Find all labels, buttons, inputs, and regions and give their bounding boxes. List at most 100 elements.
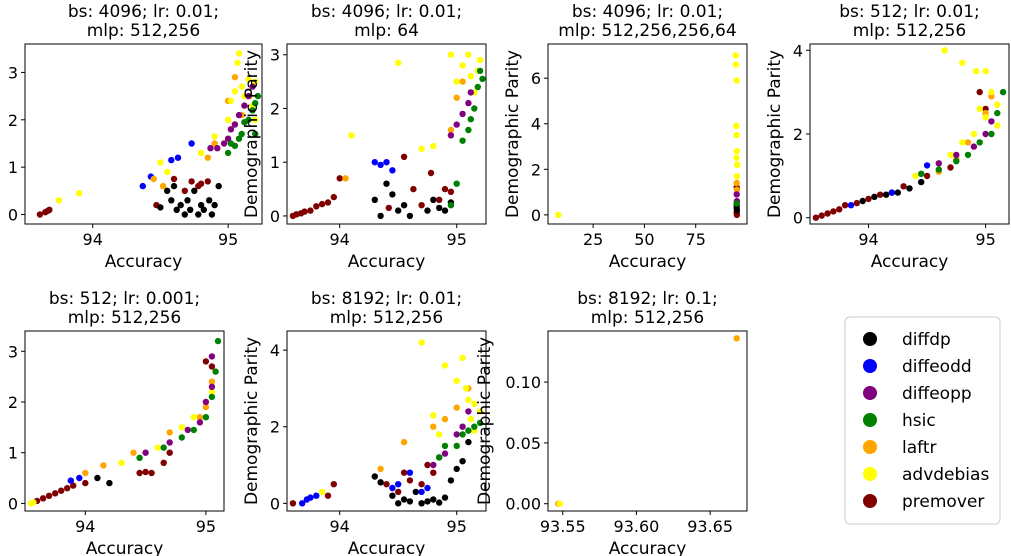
point-diffeopp [970,143,978,150]
y-tick-label: 4 [793,41,803,60]
point-advdebias [76,190,83,197]
point-diffeodd [383,159,390,166]
x-tick-label: 95 [975,230,995,249]
legend-marker-hsic [863,413,877,427]
point-premover [202,358,210,365]
point-hsic [479,75,486,83]
legend-item-advdebias: advdebias [863,465,989,485]
point-premover [45,492,53,499]
point-premover [733,211,741,219]
point-advdebias [732,52,739,59]
y-tick-label: 0 [531,206,541,225]
point-diffeodd [847,202,855,209]
subplot-2: bs: 4096; lr: 0.01;mlp: 64 94 95 0 1 2 3 Accura… [242,2,487,272]
x-tick-label: 94 [329,230,349,249]
point-premover [160,459,167,466]
subplot-6: bs: 8192; lr: 0.01;mlp: 512,256 94 95 0 2 4 Ac… [242,289,487,556]
point-advdebias [555,211,562,219]
legend-label: premover [902,492,984,512]
y-tick-label: 0.00 [505,495,541,514]
y-tick-label: 3 [8,342,18,361]
point-diffdp [395,500,402,507]
point-advdebias [197,149,205,157]
point-advdebias [465,51,472,58]
point-diffeopp [214,145,221,152]
point-premover [853,199,860,207]
point-diffdp [184,197,191,204]
point-diffeopp [245,92,252,100]
legend-item-laftr: laftr [863,438,936,458]
point-premover [170,175,178,183]
point-hsic [245,116,252,124]
point-diffeodd [389,484,396,492]
point-premover [142,468,149,476]
point-hsic [136,454,143,461]
point-diffdp [906,185,913,192]
point-advdebias [245,76,252,83]
x-tick-label: 94 [329,517,349,536]
point-hsic [733,200,740,207]
point-diffdp [195,211,202,218]
point-advdebias [959,59,966,66]
legend-label: hsic [902,411,936,431]
point-diffeodd [389,167,396,174]
point-advdebias [733,154,740,162]
subplot-5: bs: 512; lr: 0.001;mlp: 512,256 94 95 0 1 2 3 A… [8,289,225,556]
legend-marker-premover [863,494,877,508]
point-advdebias [959,139,966,146]
point-diffdp [371,196,378,203]
x-axis-label: Accuracy [871,252,949,272]
point-advdebias [211,133,218,140]
point-diffdp [191,187,198,194]
point-premover [427,169,435,177]
point-diffeopp [166,439,173,446]
subplot-title: bs: 8192; lr: 0.1; [577,289,717,309]
point-premover [324,199,332,206]
data-points [289,51,486,220]
point-hsic [231,142,239,149]
point-diffeopp [459,110,466,118]
point-diffdp [424,207,431,214]
data-points [555,52,741,219]
point-diffdp [465,438,472,446]
point-advdebias [447,51,455,58]
y-tick-label: 0.05 [505,434,541,453]
point-premover [188,178,195,185]
point-diffeopp [459,423,466,430]
point-diffeodd [299,500,306,507]
x-tick-label: 25 [583,230,603,249]
point-hsic [994,109,1001,117]
plot-frame [547,330,748,512]
point-hsic [476,67,484,75]
point-hsic [208,393,216,401]
point-premover [52,490,59,497]
point-premover [385,204,392,212]
point-diffdp [187,206,194,213]
point-advdebias [733,131,740,139]
point-advdebias [970,130,978,138]
point-premover [900,183,907,190]
point-hsic [459,431,466,438]
point-hsic [999,88,1007,96]
point-hsic [976,139,983,146]
plot-frame [547,43,748,225]
point-hsic [935,166,942,173]
legend-marker-diffdp [863,332,877,346]
point-hsic [235,135,243,142]
point-diffeopp [441,450,449,457]
y-tick-label: 0 [270,207,280,226]
point-diffeopp [249,83,256,90]
point-premover [204,178,211,185]
x-axis-label: Accuracy [348,252,426,272]
y-tick-label: 4 [531,115,541,134]
point-advdebias [556,500,563,507]
point-premover [166,449,173,456]
subplot-4: bs: 512; lr: 0.01;mlp: 512,256 94 95 0 2 4 Acc… [765,2,1010,272]
y-tick-label: 1 [8,444,18,463]
legend-item-hsic: hsic [863,411,936,431]
point-premover [418,202,425,209]
point-hsic [436,454,443,461]
point-laftr [202,403,210,411]
point-diffdp [173,206,180,213]
point-premover [947,164,954,171]
